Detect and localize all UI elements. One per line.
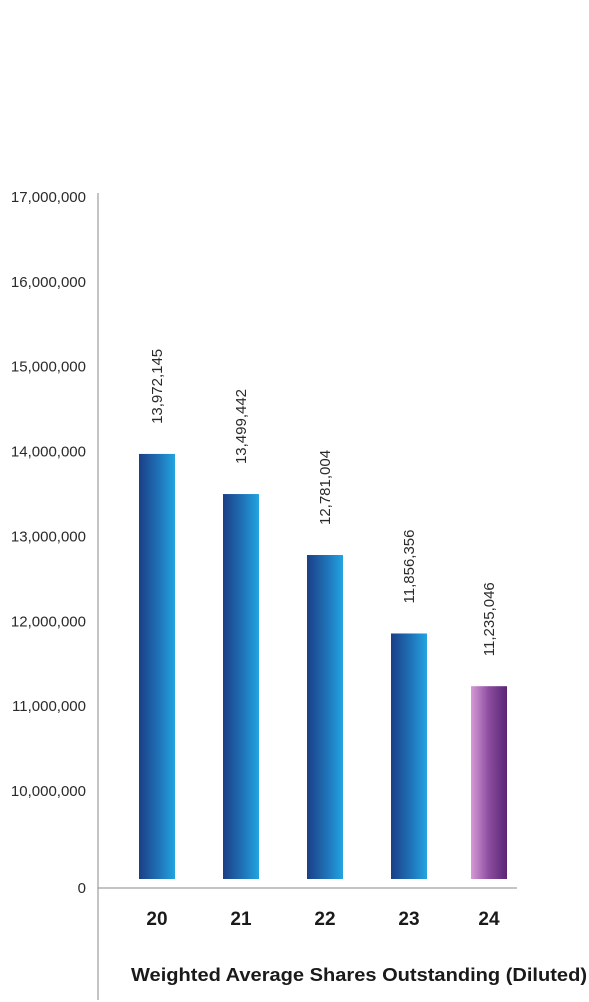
y-tick-label: 17,000,000 xyxy=(11,189,86,206)
value-label: 11,856,356 xyxy=(401,530,418,604)
category-label: 21 xyxy=(230,909,252,930)
category-label: 22 xyxy=(314,909,335,930)
y-tick-label: 10,000,000 xyxy=(11,783,86,800)
y-tick-label: 12,000,000 xyxy=(11,613,86,630)
value-labels: 13,972,145 13,499,442 12,781,004 11,856,356… xyxy=(149,349,498,656)
y-tick-label: 14,000,000 xyxy=(11,444,86,461)
category-labels: 20 21 22 23 24 xyxy=(146,909,500,930)
value-label: 11,235,046 xyxy=(481,582,498,656)
chart-title: Weighted Average Shares Outstanding (Dil… xyxy=(131,965,587,985)
bar xyxy=(223,494,259,879)
bar xyxy=(391,633,427,879)
bars xyxy=(139,453,507,879)
bar xyxy=(139,453,175,879)
category-label: 20 xyxy=(146,909,167,930)
y-tick-labels: 0 10,000,000 11,000,000 12,000,000 13,000,00… xyxy=(11,189,86,897)
y-tick-label: 0 xyxy=(78,880,86,897)
y-tick-label: 13,000,000 xyxy=(11,528,86,545)
bar xyxy=(471,686,507,879)
bar xyxy=(307,555,343,879)
y-tick-label: 16,000,000 xyxy=(11,274,86,291)
category-label: 24 xyxy=(478,909,500,930)
value-label: 13,972,145 xyxy=(149,349,166,424)
y-tick-label: 11,000,000 xyxy=(12,698,86,715)
category-label: 23 xyxy=(398,909,419,930)
value-label: 13,499,442 xyxy=(233,389,250,464)
value-label: 12,781,004 xyxy=(317,450,334,525)
y-tick-label: 15,000,000 xyxy=(11,359,86,376)
